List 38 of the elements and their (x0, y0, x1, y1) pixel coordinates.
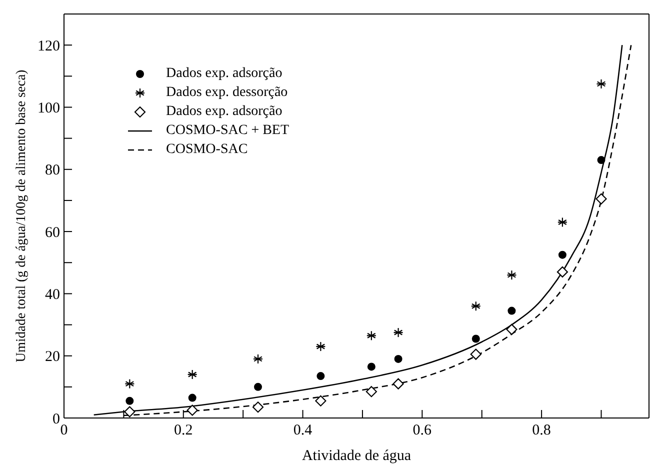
x-tick-label: 0.2 (174, 422, 193, 439)
point (596, 193, 607, 204)
x-tick-label: 0.6 (412, 422, 432, 439)
x-axis-title: Atividade de água (302, 448, 412, 464)
y-tick-label: 40 (45, 287, 60, 304)
legend-label: COSMO-SAC + BET (166, 122, 290, 140)
y-tick-label: 60 (45, 224, 60, 241)
y-tick-label: 100 (38, 100, 60, 117)
point (470, 348, 482, 360)
point (597, 156, 606, 164)
legend-label: Dados exp. adsorção (166, 65, 282, 83)
point (126, 396, 134, 405)
point (556, 266, 568, 278)
point (558, 250, 566, 259)
point (472, 334, 480, 343)
point (316, 372, 325, 380)
point (252, 402, 264, 413)
y-tick-label: 0 (52, 411, 60, 428)
point (315, 395, 326, 406)
y-tick-label: 120 (38, 38, 60, 54)
point (254, 382, 262, 391)
legend-label: Dados exp. dessorção (166, 84, 288, 102)
point (367, 362, 376, 371)
x-tick-label: 0.4 (293, 422, 313, 439)
x-tick-label: 0.8 (532, 422, 551, 439)
point (186, 404, 198, 416)
point (392, 378, 404, 390)
point (366, 386, 377, 398)
y-tick-label: 80 (45, 162, 60, 179)
y-axis-title: Umidade total (g de água/100g de alimento base seca) (13, 70, 28, 362)
point (124, 406, 136, 418)
legend-label: COSMO-SAC (166, 141, 248, 159)
point (188, 394, 196, 402)
point (394, 354, 402, 363)
legend-label: Dados exp. adsorção (166, 103, 282, 121)
y-tick-label: 20 (45, 349, 60, 366)
point (506, 324, 518, 335)
point (508, 306, 516, 315)
